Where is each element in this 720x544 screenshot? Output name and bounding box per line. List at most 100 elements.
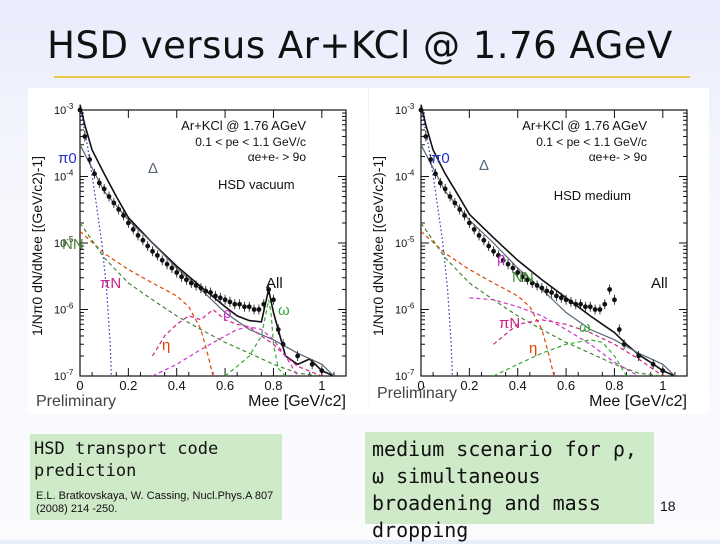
data-point	[495, 253, 501, 258]
preliminary-label: Preliminary	[377, 385, 457, 402]
series-label-Δ: Δ	[479, 157, 489, 174]
data-point	[491, 248, 496, 254]
data-point	[145, 243, 151, 249]
slide-title: HSD versus Ar+KCl @ 1.76 AGeV	[47, 24, 673, 67]
preliminary-label: Preliminary	[36, 393, 116, 410]
data-point	[237, 301, 243, 307]
data-point	[77, 107, 83, 113]
series-label-Δ: Δ	[148, 160, 158, 177]
data-point	[597, 307, 603, 312]
data-point	[457, 207, 463, 212]
series-line-π0	[79, 107, 112, 377]
data-point	[592, 307, 598, 312]
data-point	[82, 134, 88, 139]
series-label-πN: πN	[100, 275, 121, 292]
chart-vacuum: 10-710-610-510-410-30 0.2 0.4 0.6 0.8 11/Nπ0 …	[29, 102, 347, 410]
data-point	[280, 341, 286, 347]
data-point	[616, 327, 622, 332]
series-label-π0: π0	[431, 150, 450, 167]
data-point	[116, 207, 122, 212]
data-point	[587, 304, 593, 310]
data-point	[462, 213, 467, 218]
data-point	[227, 299, 233, 305]
scenario-label: HSD vacuum	[218, 177, 295, 192]
y-tick-label: 10-6	[54, 302, 74, 317]
series-label-πN: πN	[499, 315, 520, 332]
x-axis-label: Mee [GeV/c2]	[248, 393, 346, 410]
x-tick-label: 1	[318, 378, 325, 393]
data-point	[256, 307, 262, 312]
data-point	[92, 171, 97, 177]
data-point	[534, 283, 540, 288]
data-point	[111, 200, 117, 206]
data-point	[106, 194, 112, 199]
caption-left-main: HSD transport code prediction	[34, 439, 219, 481]
y-tick-label: 10-7	[54, 368, 74, 383]
data-point	[563, 297, 569, 303]
x-tick-label: 0.6	[557, 378, 575, 393]
data-point	[602, 301, 608, 307]
data-point	[203, 288, 209, 294]
caption-left-reference: E.L. Bratkovskaya, W. Cassing, Nucl.Phys…	[36, 490, 274, 515]
series-line-NN	[420, 222, 663, 377]
x-tick-label: 0.4	[509, 378, 527, 393]
y-tick-label: 10-7	[395, 368, 415, 383]
data-point	[121, 213, 126, 218]
x-tick-label: 0.8	[605, 378, 623, 393]
data-point	[486, 243, 492, 249]
data-point	[471, 227, 477, 232]
chart-title: Ar+KCl @ 1.76 AGeV	[522, 118, 647, 133]
data-point	[309, 361, 315, 367]
data-point	[573, 301, 579, 307]
series-line-π0	[420, 107, 453, 377]
data-point	[135, 233, 141, 238]
data-point	[510, 265, 516, 271]
data-point	[447, 194, 453, 199]
data-point	[554, 293, 559, 299]
data-point	[217, 295, 223, 301]
y-tick-label: 10-3	[395, 102, 415, 117]
data-point	[246, 304, 252, 310]
data-point	[650, 361, 656, 367]
series-label-NN: NN	[62, 236, 84, 253]
data-point	[544, 288, 550, 294]
x-tick-label: 0.8	[264, 378, 282, 393]
data-point	[476, 233, 482, 238]
data-point	[636, 353, 642, 359]
caption-left: HSD transport code prediction E.L. Bratk…	[30, 434, 282, 520]
data-point	[428, 157, 434, 162]
chart-panel-vacuum: 10-7 10-6 10-5 10-4 10-3 0 0.2 0.4 0.6 0.8 1 1/Nπ0 …	[28, 88, 368, 414]
x-tick-label: 0.2	[460, 378, 478, 393]
y-tick-label: 10-3	[54, 102, 74, 117]
series-line-Δ	[420, 144, 676, 377]
data-point	[169, 265, 175, 271]
data-point	[208, 290, 213, 295]
chart-title: Ar+KCl @ 1.76 AGeV	[181, 118, 306, 133]
data-point	[164, 261, 170, 267]
data-point	[442, 186, 448, 192]
data-point	[188, 280, 194, 286]
data-point	[232, 301, 238, 307]
y-axis-label: 1/Nπ0 dN/dMee [(GeV/c2)-1]	[370, 156, 386, 336]
data-point	[505, 261, 511, 267]
data-point	[452, 200, 458, 206]
page-number: 18	[660, 498, 676, 514]
y-tick-label: 10-4	[395, 169, 415, 184]
scenario-label: HSD medium	[554, 188, 631, 203]
series-label-ρ: ρ	[223, 305, 232, 322]
data-point	[437, 180, 443, 186]
data-point	[242, 304, 247, 310]
chart-medium: 10-7 10-6 10-5 10-4 10-3 0 0.2 0.4 0.6 0.8 1 1/Nπ0 …	[370, 102, 688, 410]
data-point	[295, 353, 301, 359]
data-point	[418, 107, 424, 113]
data-point	[251, 307, 257, 312]
x-tick-label: 0	[76, 378, 83, 393]
x-axis-label: Mee [GeV/c2]	[589, 393, 687, 410]
series-label-ω: ω	[278, 302, 290, 319]
caption-right: medium scenario for ρ, ω simultaneous br…	[365, 432, 654, 542]
series-line-η	[79, 230, 214, 377]
data-point	[319, 368, 325, 374]
series-label-All: All	[651, 275, 668, 292]
cut-opening-angle: αe+e- > 9o	[589, 150, 648, 164]
data-point	[87, 157, 93, 162]
